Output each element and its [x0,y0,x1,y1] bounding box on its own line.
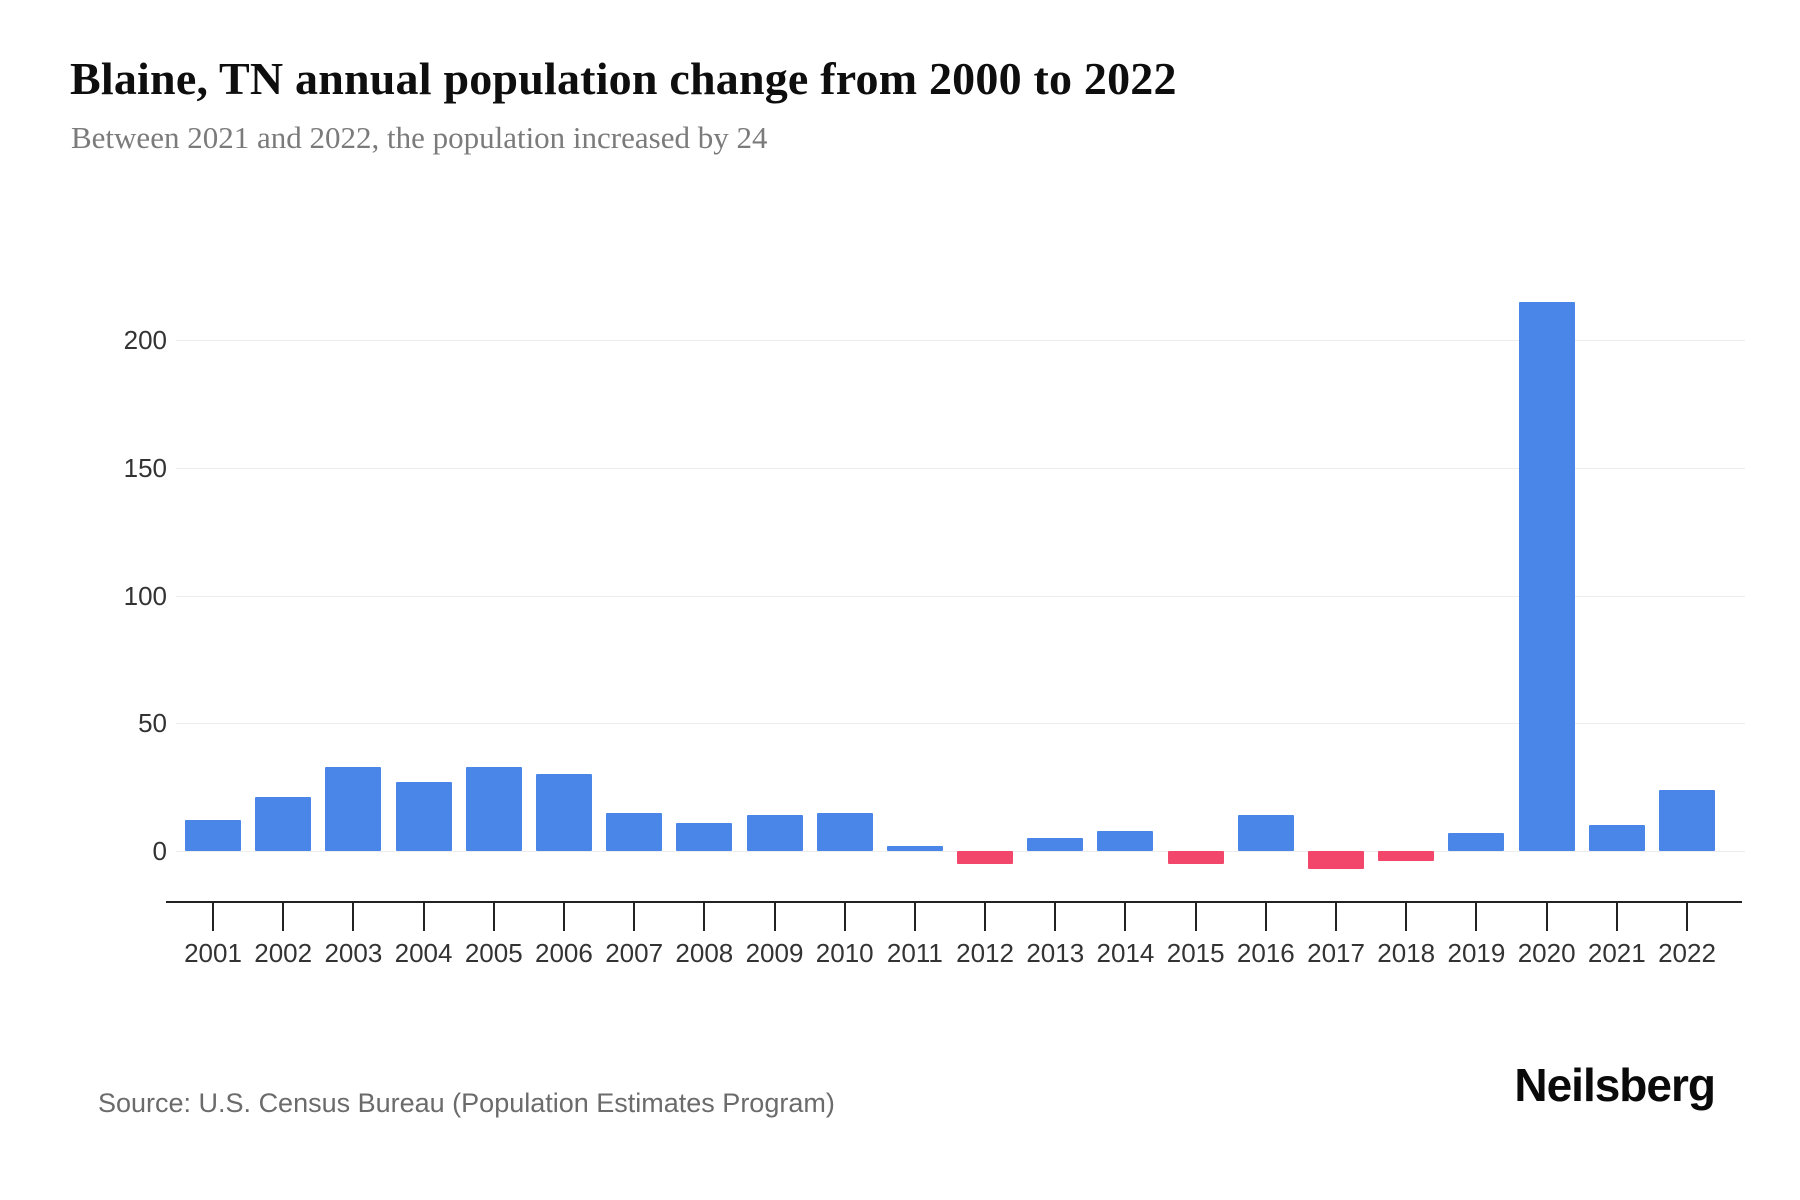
y-axis-label-0: 0 [152,836,167,866]
x-axis-label-2014: 2014 [1096,938,1155,968]
gridline-y-50 [176,723,1745,725]
bar-2019[interactable] [1448,833,1505,851]
x-axis-label-2008: 2008 [675,938,734,968]
bar-2004[interactable] [395,782,452,851]
bar-2003[interactable] [325,766,382,851]
gridline-y-100 [176,595,1745,597]
x-axis-label-2013: 2013 [1026,938,1085,968]
neilsberg-logo[interactable]: Neilsberg [1514,1059,1716,1111]
x-axis-tick-2008 [703,903,706,931]
x-axis-tick-2019 [1475,903,1478,931]
x-axis-tick-2022 [1685,903,1688,931]
bar-2007[interactable] [606,812,663,851]
x-axis-tick-2010 [843,903,846,931]
bar-2006[interactable] [535,774,592,851]
x-axis-tick-2017 [1335,903,1338,931]
x-axis-label-2016: 2016 [1236,938,1295,968]
x-axis-tick-2001 [212,903,214,931]
x-axis-label-2001: 2001 [184,938,242,968]
gridline-y-200 [176,340,1745,341]
x-axis-label-2017: 2017 [1307,938,1365,968]
bar-2017[interactable] [1308,851,1365,869]
bar-2018[interactable] [1378,851,1435,862]
x-axis-label-2019: 2019 [1447,938,1506,968]
x-axis-label-2003: 2003 [324,938,383,968]
x-axis-tick-2009 [773,903,776,931]
bar-2012[interactable] [957,851,1014,864]
x-axis-label-2020: 2020 [1517,938,1576,968]
bar-2008[interactable] [676,822,733,851]
x-axis-tick-2018 [1405,903,1408,931]
x-axis-label-2021: 2021 [1587,938,1646,968]
bar-2005[interactable] [465,766,522,851]
x-axis-label-2005: 2005 [464,938,523,968]
x-axis-tick-2005 [492,903,495,931]
x-axis-line [166,901,1742,903]
x-axis-label-2012: 2012 [956,938,1014,968]
bar-2021[interactable] [1588,825,1645,851]
x-axis-tick-2016 [1264,903,1267,931]
bar-2001[interactable] [185,820,241,851]
y-axis-label-100: 100 [123,580,167,611]
bar-2009[interactable] [746,815,803,851]
x-axis-label-2006: 2006 [535,938,593,968]
y-axis-label-200: 200 [123,325,167,355]
x-axis-label-2004: 2004 [394,938,453,968]
x-axis-tick-2007 [633,903,636,931]
x-axis-label-2022: 2022 [1658,938,1716,968]
y-axis-label-50: 50 [138,708,167,739]
chart-title: Blaine, TN annual population change from… [70,53,1177,104]
x-axis-tick-2015 [1194,903,1197,931]
bar-2015[interactable] [1167,851,1224,864]
x-axis-tick-2006 [562,903,565,931]
x-axis-label-2010: 2010 [815,938,874,968]
x-axis-label-2018: 2018 [1377,938,1436,968]
y-axis-label-150: 150 [123,452,167,483]
bar-2010[interactable] [816,812,873,851]
bar-2020[interactable] [1518,301,1575,851]
x-axis-label-2002: 2002 [254,938,313,968]
x-axis-label-2009: 2009 [745,938,804,968]
x-axis-tick-2013 [1054,903,1057,931]
chart-subtitle: Between 2021 and 2022, the population in… [71,120,768,155]
x-axis-tick-2003 [352,903,355,931]
bar-2011[interactable] [886,845,943,851]
x-axis-tick-2011 [913,903,916,931]
x-axis-label-2015: 2015 [1166,938,1225,968]
x-axis-tick-2021 [1615,903,1618,931]
x-axis-tick-2014 [1124,903,1127,931]
x-axis-tick-2020 [1545,903,1548,931]
x-axis-label-2011: 2011 [886,938,943,968]
bar-2002[interactable] [255,797,312,851]
bar-2014[interactable] [1097,830,1154,851]
x-axis-tick-2002 [282,903,285,931]
gridline-y-150 [176,467,1745,469]
x-axis-tick-2004 [422,903,425,931]
x-axis-label-2007: 2007 [605,938,664,968]
bar-2022[interactable] [1658,789,1715,851]
bar-2013[interactable] [1027,838,1084,851]
bar-2016[interactable] [1237,815,1294,851]
x-axis-tick-2012 [984,903,987,931]
source-attribution: Source: U.S. Census Bureau (Population E… [98,1088,835,1118]
